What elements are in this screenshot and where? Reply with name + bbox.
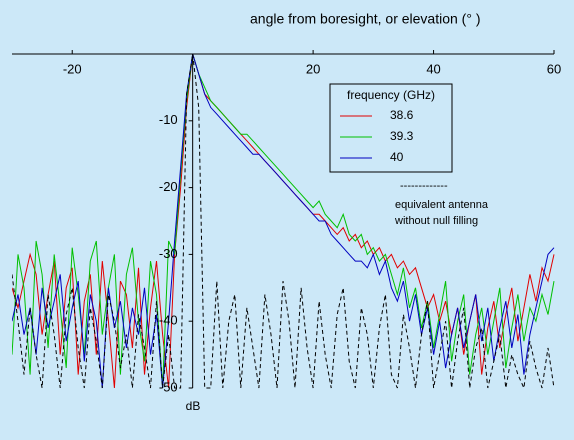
x-tick-label: 60 [547, 61, 561, 76]
legend-box [329, 83, 453, 173]
x-tick-label: 20 [306, 61, 320, 76]
x-tick-label: 40 [426, 61, 440, 76]
y-tick-label: -10 [159, 112, 178, 127]
legend-title: frequency (GHz) [347, 88, 435, 102]
y-tick-label: -50 [159, 379, 178, 394]
y-tick-label: -40 [159, 313, 178, 328]
y-tick-label: -30 [159, 246, 178, 261]
annotation-dashes: ------------- [400, 180, 448, 192]
y-axis-label: dB [186, 399, 201, 413]
reference-line [12, 53, 555, 389]
series-line [12, 53, 555, 389]
y-tick-label: -20 [159, 179, 178, 194]
legend-label: 38.6 [390, 108, 414, 122]
plot-area [12, 53, 555, 389]
legend-label: 40 [390, 150, 404, 164]
x-tick-label: -20 [63, 61, 82, 76]
chart-title: angle from boresight, or elevation (° ) [250, 11, 481, 27]
legend-label: 39.3 [390, 129, 414, 143]
annotation: equivalent antenna [395, 199, 489, 211]
annotation: without null filling [394, 215, 478, 227]
